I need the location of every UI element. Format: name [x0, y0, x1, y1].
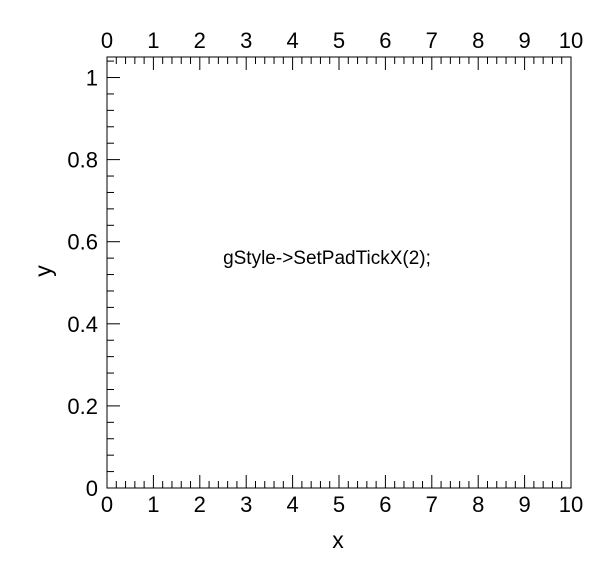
x-tick-label: 7	[426, 492, 438, 517]
top-axis: 0 1 2 3 4 5 6 7 8 9 10	[101, 28, 583, 70]
y-axis-label: y	[30, 265, 56, 277]
y-tick-label: 0.4	[67, 312, 98, 337]
left-axis: 0 0.2 0.4 0.6 0.8 1	[67, 60, 120, 501]
x-tick-label: 9	[518, 492, 530, 517]
bottom-axis: 0 1 2 3 4 5 6 7 8 9 10	[101, 475, 583, 517]
y-tick-label: 1	[86, 66, 98, 91]
x-tick-label: 4	[286, 492, 298, 517]
x-tick-label: 8	[472, 492, 484, 517]
x-top-tick-label: 5	[333, 28, 345, 53]
x-top-tick-label: 2	[194, 28, 206, 53]
x-tick-label: 10	[559, 492, 583, 517]
x-top-tick-label: 1	[147, 28, 159, 53]
x-top-tick-label: 0	[101, 28, 113, 53]
x-top-tick-label: 7	[426, 28, 438, 53]
x-tick-label: 0	[101, 492, 113, 517]
x-tick-label: 2	[194, 492, 206, 517]
x-tick-label: 5	[333, 492, 345, 517]
y-tick-label: 0.6	[67, 230, 98, 255]
x-tick-label: 1	[147, 492, 159, 517]
x-top-tick-label: 3	[240, 28, 252, 53]
x-tick-label: 6	[379, 492, 391, 517]
x-tick-label: 3	[240, 492, 252, 517]
x-top-tick-label: 8	[472, 28, 484, 53]
x-top-tick-label: 4	[286, 28, 298, 53]
x-top-tick-label: 10	[559, 28, 583, 53]
plot-annotation: gStyle->SetPadTickX(2);	[223, 248, 431, 269]
y-tick-label: 0	[86, 476, 98, 501]
y-tick-label: 0.8	[67, 148, 98, 173]
x-top-tick-label: 6	[379, 28, 391, 53]
x-top-tick-label: 9	[518, 28, 530, 53]
y-tick-label: 0.2	[67, 394, 98, 419]
x-axis-label: x	[332, 527, 344, 553]
